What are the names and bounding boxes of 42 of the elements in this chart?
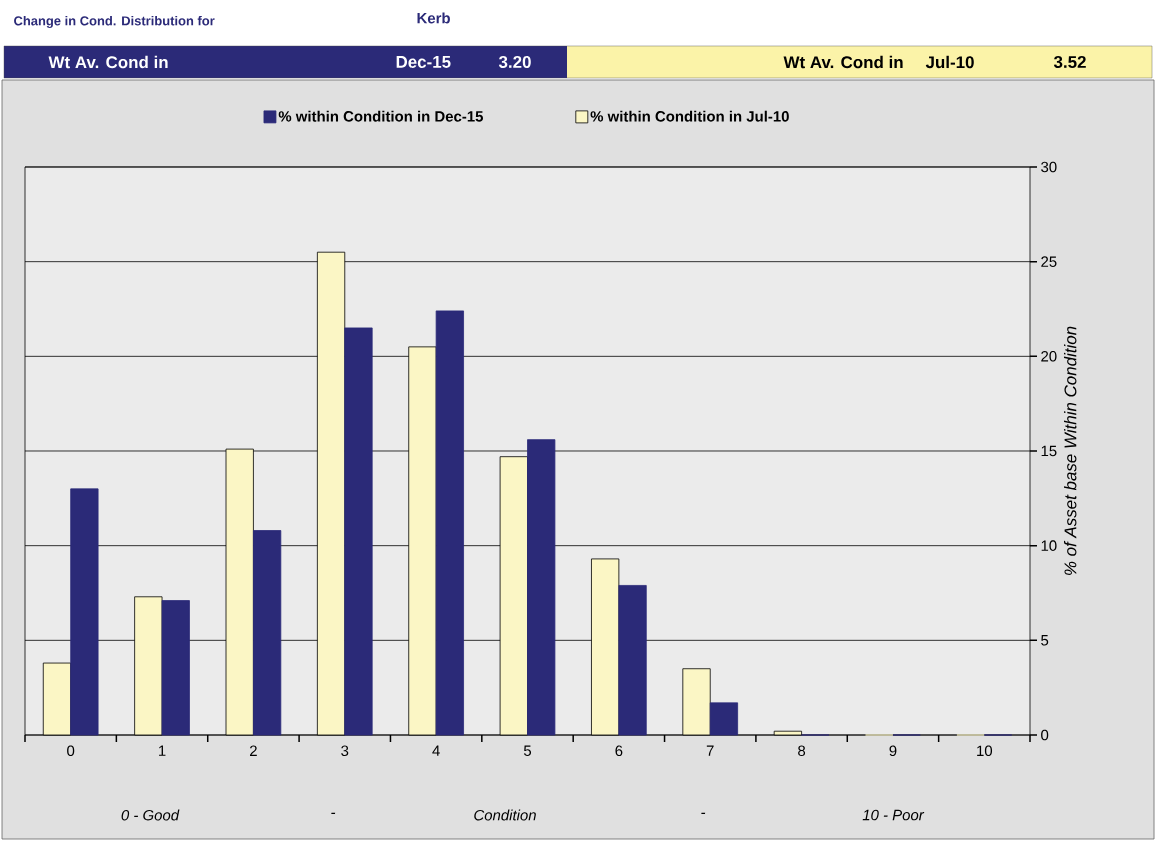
y-tick-label: 30 xyxy=(1041,161,1057,173)
text: 10 - Poor xyxy=(862,809,925,821)
bar xyxy=(344,327,373,736)
x-tick-label: 1 xyxy=(159,745,166,756)
x-tick-label: 10 xyxy=(977,745,993,757)
text: 3.20 xyxy=(498,55,531,68)
x-tick-label: 2 xyxy=(250,745,257,756)
x-axis-title: Condition xyxy=(474,809,536,821)
bar xyxy=(70,488,99,736)
text: - xyxy=(331,812,336,814)
text: 0 - Good xyxy=(121,809,180,821)
text: Jul-10 xyxy=(925,55,974,69)
text: Wt Av. Cond in xyxy=(48,55,168,69)
bar xyxy=(161,600,190,736)
x-tick-label: 7 xyxy=(706,745,714,756)
chart-subtitle: Kerb xyxy=(417,12,450,24)
bar xyxy=(253,530,282,736)
y-tick-label: 10 xyxy=(1041,540,1057,551)
chart-title: Change in Cond. Distribution for xyxy=(14,15,215,29)
y-tick-label: 20 xyxy=(1041,351,1057,362)
text: 3.52 xyxy=(1053,55,1086,68)
x-tick-label: 0 xyxy=(67,745,75,757)
y-tick-label: 0 xyxy=(1041,729,1049,741)
x-tick-label: 4 xyxy=(432,745,440,756)
x-tick-label: 5 xyxy=(523,745,532,756)
x-tick-label: 8 xyxy=(798,745,806,757)
bar xyxy=(709,702,739,736)
y-axis-title: % of Asset base Within Condition xyxy=(1063,326,1077,575)
legend-label: % within Condition in Dec-15 xyxy=(278,110,484,122)
x-tick-label: 3 xyxy=(341,745,349,757)
text: Dec-15 xyxy=(396,56,451,68)
x-tick-label: 6 xyxy=(615,745,623,757)
text: - xyxy=(701,812,706,814)
x-tick-label: 9 xyxy=(889,745,897,757)
text: Wt Av. Cond in xyxy=(783,55,903,69)
y-tick-label: 15 xyxy=(1041,445,1057,457)
y-tick-label: 25 xyxy=(1041,256,1057,267)
bar xyxy=(618,585,647,736)
y-tick-label: 5 xyxy=(1041,635,1049,646)
legend-label: % within Condition in Jul-10 xyxy=(590,110,789,122)
bar xyxy=(527,439,556,736)
bar xyxy=(435,310,464,736)
